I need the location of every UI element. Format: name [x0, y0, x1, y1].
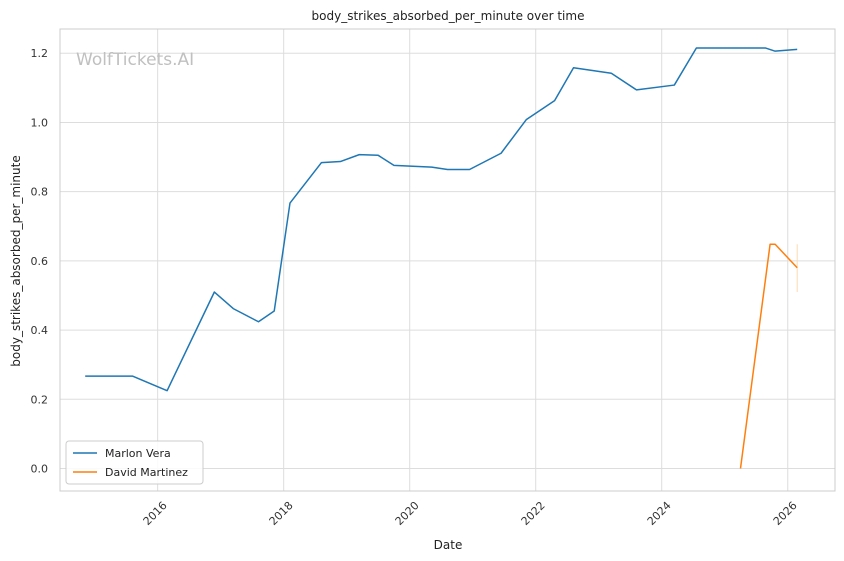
- legend-label-marlon-vera: Marlon Vera: [105, 447, 171, 460]
- y-tick-label: 0.6: [31, 255, 49, 268]
- legend-label-david-martinez: David Martinez: [105, 466, 188, 479]
- y-tick-label: 0.2: [31, 393, 49, 406]
- x-axis-label: Date: [434, 538, 463, 552]
- legend-box: [65, 440, 204, 485]
- y-tick-label: 1.0: [31, 116, 49, 129]
- chart-title: body_strikes_absorbed_per_minute over ti…: [312, 9, 585, 23]
- legend: Marlon Vera David Martinez: [65, 440, 204, 485]
- plot-frame: [59, 28, 836, 492]
- y-tick-label: 1.2: [31, 47, 49, 60]
- y-axis-label: body_strikes_absorbed_per_minute: [9, 155, 23, 366]
- series-line-marlon-vera: [85, 47, 798, 392]
- series-line-david-martinez: [739, 243, 798, 469]
- grid: [60, 29, 835, 491]
- y-tick-label: 0.8: [31, 186, 49, 199]
- watermark: WolfTickets.AI: [76, 50, 194, 70]
- y-tick-label: 0.4: [31, 324, 49, 337]
- series-lines: [85, 47, 798, 469]
- y-tick-label: 0.0: [31, 463, 49, 476]
